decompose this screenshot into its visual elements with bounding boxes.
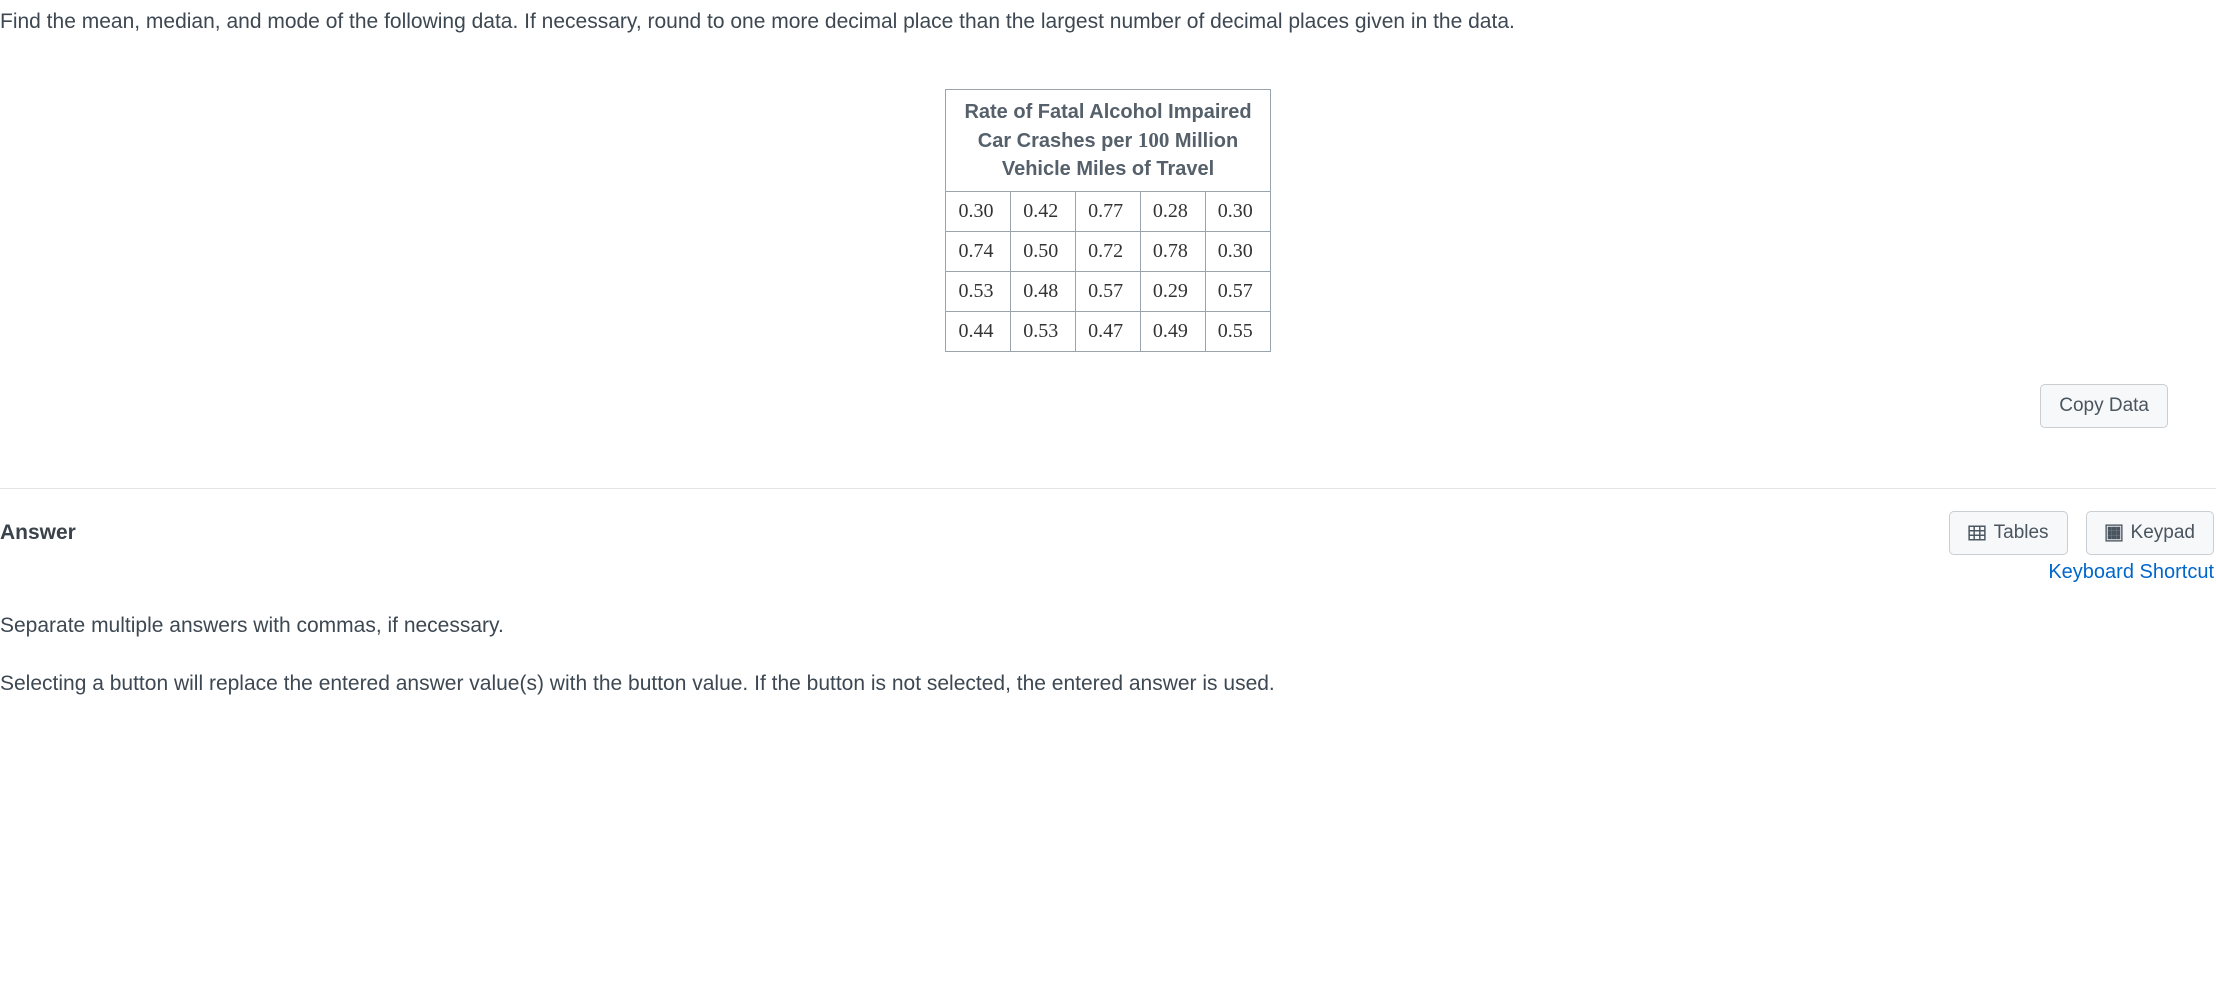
table-row: 0.530.480.570.290.57 [946,272,1270,312]
answer-label: Answer [0,521,76,545]
hint-selecting: Selecting a button will replace the ente… [0,672,2216,696]
keyboard-shortcut-row: Keyboard Shortcut [0,561,2216,584]
table-cell: 0.72 [1076,232,1141,272]
keypad-button[interactable]: Keypad [2086,511,2214,555]
section-divider [0,488,2216,489]
table-cell: 0.28 [1140,192,1205,232]
tables-icon [1968,524,1986,542]
header-line-3: Vehicle Miles of Travel [1002,158,1214,180]
table-row: 0.740.500.720.780.30 [946,232,1270,272]
keyboard-shortcut-link[interactable]: Keyboard Shortcut [2048,561,2214,584]
table-cell: 0.77 [1076,192,1141,232]
data-table-body: 0.300.420.770.280.300.740.500.720.780.30… [946,192,1270,352]
table-cell: 0.48 [1011,272,1076,312]
table-cell: 0.53 [946,272,1011,312]
question-text: Find the mean, median, and mode of the f… [0,0,2216,34]
tables-button[interactable]: Tables [1949,511,2068,555]
answer-bar: Answer Tables [0,511,2216,555]
table-cell: 0.29 [1140,272,1205,312]
data-table-wrap: Rate of Fatal Alcohol Impaired Car Crash… [0,89,2216,352]
table-cell: 0.44 [946,312,1011,352]
table-cell: 0.57 [1205,272,1270,312]
answer-buttons-group: Tables Keypad [1949,511,2214,555]
header-line-2-after: Million [1169,130,1238,152]
table-cell: 0.74 [946,232,1011,272]
data-table: Rate of Fatal Alcohol Impaired Car Crash… [945,89,1270,352]
copy-data-row: Copy Data [0,352,2216,428]
table-cell: 0.57 [1076,272,1141,312]
header-line-1: Rate of Fatal Alcohol Impaired [964,101,1251,123]
keypad-button-label: Keypad [2131,522,2195,544]
keypad-icon [2105,524,2123,542]
table-row: 0.440.530.470.490.55 [946,312,1270,352]
header-line-2-before: Car Crashes per [978,130,1138,152]
table-row: 0.300.420.770.280.30 [946,192,1270,232]
table-cell: 0.30 [1205,232,1270,272]
copy-data-button[interactable]: Copy Data [2040,384,2168,428]
table-cell: 0.78 [1140,232,1205,272]
table-cell: 0.50 [1011,232,1076,272]
table-cell: 0.49 [1140,312,1205,352]
table-cell: 0.47 [1076,312,1141,352]
table-cell: 0.53 [1011,312,1076,352]
hint-separate: Separate multiple answers with commas, i… [0,614,2216,638]
table-cell: 0.55 [1205,312,1270,352]
table-cell: 0.30 [1205,192,1270,232]
tables-button-label: Tables [1994,522,2049,544]
table-cell: 0.42 [1011,192,1076,232]
table-cell: 0.30 [946,192,1011,232]
data-table-header: Rate of Fatal Alcohol Impaired Car Crash… [946,90,1270,192]
header-line-2-number: 100 [1138,128,1170,152]
